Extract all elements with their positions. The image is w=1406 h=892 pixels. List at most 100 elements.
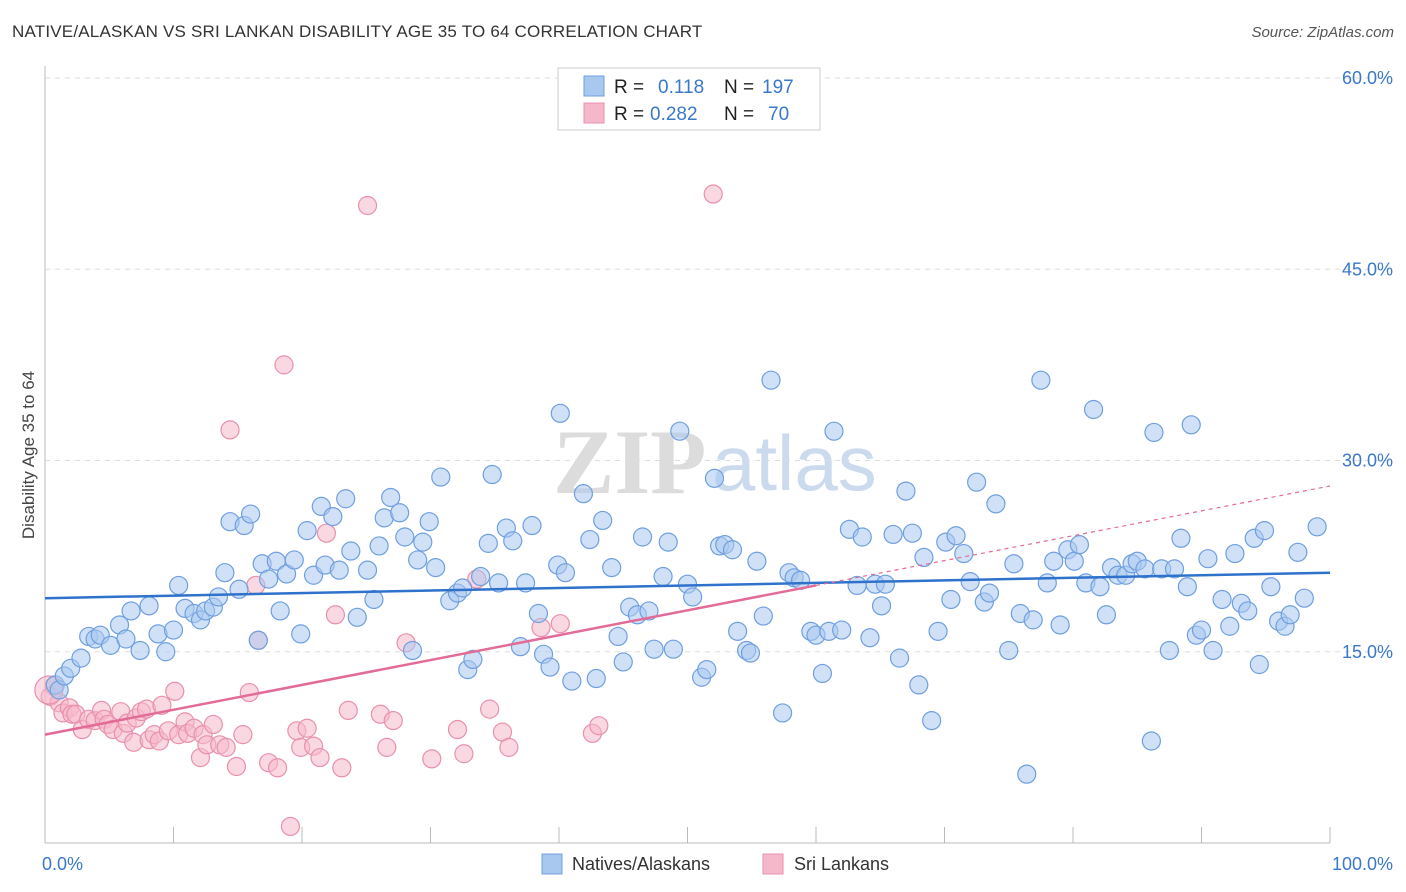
y-tick-label: 30.0% <box>1342 451 1393 471</box>
scatter-point <box>639 601 659 621</box>
scatter-point <box>139 596 159 616</box>
scatter-point <box>270 601 290 621</box>
scatter-point <box>1023 610 1043 630</box>
scatter-point <box>480 699 500 719</box>
scatter-point <box>503 531 523 551</box>
stats-r-label-pink: R = <box>614 104 644 125</box>
watermark-atlas: atlas <box>712 419 877 507</box>
scatter-point <box>163 620 184 640</box>
scatter-point <box>357 560 378 580</box>
scatter-point <box>540 657 560 677</box>
scatter-point <box>1261 577 1281 597</box>
scatter-point <box>267 758 288 778</box>
scatter-point <box>478 533 498 553</box>
scatter-point <box>653 566 673 587</box>
scatter-point <box>1017 764 1037 784</box>
scatter-point <box>377 737 397 757</box>
natives-alaskans-points <box>45 370 1327 784</box>
scatter-point <box>381 487 401 508</box>
scatter-point <box>1294 588 1314 608</box>
scatter-point <box>408 550 428 570</box>
series-legend-label-pink: Sri Lankans <box>794 854 889 874</box>
scatter-point <box>454 744 474 764</box>
scatter-point <box>528 603 549 624</box>
scatter-point <box>722 540 743 560</box>
scatter-point <box>986 494 1006 514</box>
scatter-point <box>967 472 987 492</box>
scatter-point <box>914 547 934 568</box>
scatter-point <box>1307 517 1327 537</box>
scatter-point <box>562 671 582 691</box>
scatter-point <box>248 630 268 650</box>
sri-lankans-trendline <box>44 584 817 736</box>
scatter-point <box>740 643 761 663</box>
scatter-point <box>875 574 895 594</box>
scatter-point <box>165 681 185 701</box>
scatter-point <box>130 640 150 661</box>
scatter-point <box>946 526 966 546</box>
scatter-point <box>220 420 240 440</box>
scatter-point <box>297 718 317 738</box>
scatter-point <box>274 355 294 375</box>
scatter-point <box>941 589 961 610</box>
stats-r-value-pink: 0.282 <box>650 104 698 125</box>
scatter-point <box>550 614 570 634</box>
scatter-point <box>1203 640 1223 661</box>
scatter-point <box>1238 601 1258 621</box>
scatter-point <box>280 816 301 837</box>
natives-alaskans-trendline <box>44 571 1331 600</box>
scatter-point <box>1144 422 1164 443</box>
scatter-point <box>683 587 703 607</box>
scatter-point <box>402 640 423 661</box>
scatter-point <box>883 524 903 545</box>
scatter-point <box>658 532 678 552</box>
scatter-point <box>471 566 491 587</box>
scatter-point <box>121 601 141 621</box>
scatter-point <box>999 640 1019 661</box>
scatter-point <box>241 504 261 524</box>
scatter-point <box>1037 573 1057 593</box>
scatter-point <box>824 421 844 441</box>
scatter-point <box>832 620 852 640</box>
scatter-point <box>772 703 793 723</box>
scatter-point <box>902 523 922 543</box>
scatter-point <box>482 464 502 485</box>
scatter-point <box>1280 605 1300 625</box>
scatter-point <box>325 605 346 625</box>
scatter-point <box>753 606 773 626</box>
scatter-point <box>347 607 367 627</box>
scatter-point <box>871 596 892 616</box>
scatter-point <box>860 628 880 648</box>
stats-r-label-blue: R = <box>614 77 644 98</box>
scatter-point <box>258 569 279 589</box>
y-tick-label: 15.0% <box>1342 642 1393 662</box>
scatter-point <box>152 695 172 715</box>
scatter-point <box>1225 543 1245 564</box>
scatter-point <box>284 550 304 570</box>
scatter-point <box>889 648 910 668</box>
chart-title: NATIVE/ALASKAN VS SRI LANKAN DISABILITY … <box>12 22 703 41</box>
series-legend-swatch-blue <box>541 853 563 875</box>
scatter-point <box>332 758 352 778</box>
y-tick-label: 60.0% <box>1342 68 1393 88</box>
x-axis-tick-labels: 0.0% 100.0% <box>42 854 1393 874</box>
scatter-point <box>310 747 330 768</box>
scatter-point <box>728 621 748 641</box>
scatter-point <box>226 756 247 777</box>
scatter-point <box>1044 551 1064 571</box>
stats-n-value-blue: 197 <box>762 77 794 98</box>
scatter-point <box>1083 399 1104 420</box>
y-tick-label: 45.0% <box>1342 259 1393 279</box>
scatter-point <box>703 184 723 204</box>
scatter-point <box>1181 415 1201 435</box>
scatter-point <box>1254 521 1275 541</box>
y-axis-tick-labels: 15.0% 30.0% 45.0% 60.0% <box>1342 68 1393 662</box>
y-axis-label: Disability Age 35 to 64 <box>19 371 38 539</box>
scatter-point <box>413 532 433 552</box>
scatter-point <box>1177 577 1197 597</box>
scatter-point <box>395 527 415 547</box>
scatter-point <box>1171 528 1191 548</box>
scatter-point <box>431 467 451 487</box>
scatter-point <box>357 195 378 216</box>
